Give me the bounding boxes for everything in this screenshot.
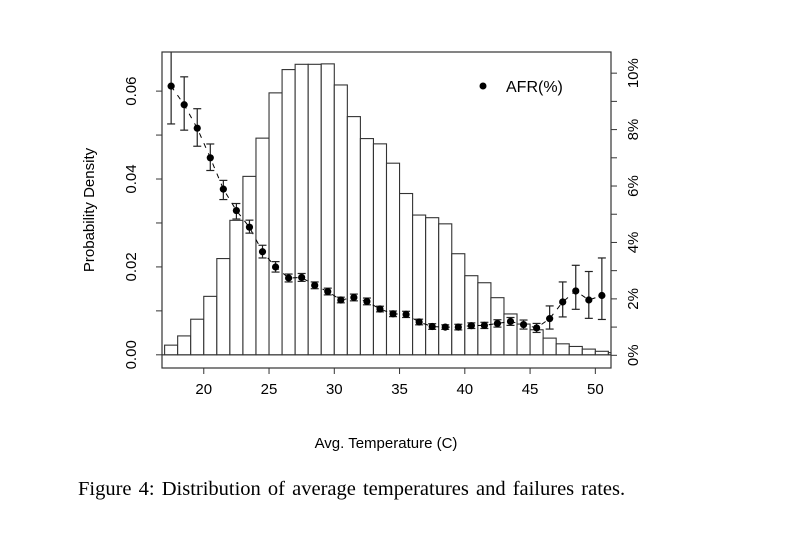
y2-tick-label: 0% — [625, 344, 642, 366]
histogram-bar — [581, 348, 596, 356]
histogram-bars — [162, 63, 612, 356]
afr-point — [441, 323, 449, 331]
y-tick-label: 0.00 — [123, 340, 140, 369]
afr-point — [271, 263, 280, 271]
afr-point — [258, 248, 267, 256]
afr-point — [572, 287, 580, 295]
x-tick-label: 45 — [522, 381, 539, 398]
afr-trend-line — [170, 85, 603, 329]
x-tick-label: 40 — [456, 381, 473, 398]
afr-point — [298, 273, 306, 282]
histogram-bar — [568, 345, 583, 356]
y-tick-label: 0.06 — [123, 77, 140, 106]
afr-point — [389, 310, 397, 318]
histogram-bar — [385, 162, 401, 356]
histogram-bar — [268, 92, 283, 356]
afr-point — [324, 287, 332, 296]
afr-point — [546, 315, 554, 323]
y-tick-label: 0.02 — [123, 252, 140, 281]
afr-series — [167, 52, 606, 334]
histogram-bar — [412, 214, 427, 356]
y2-tick-label: 6% — [625, 175, 642, 197]
histogram-bar — [190, 318, 205, 356]
histogram-bar — [438, 223, 453, 356]
x-axis-label: Avg. Temperature (C) — [315, 435, 458, 452]
histogram-bar — [281, 69, 296, 356]
y2-tick-label: 10% — [625, 58, 642, 88]
x-tick-label: 50 — [587, 381, 604, 398]
afr-point — [311, 281, 319, 289]
afr-point — [193, 124, 201, 132]
y2-tick-label: 2% — [625, 288, 642, 310]
histogram-bar — [307, 63, 322, 356]
histogram-bar — [164, 344, 179, 356]
afr-point — [559, 298, 567, 306]
afr-point — [180, 101, 188, 109]
afr-point — [519, 320, 528, 329]
afr-point — [285, 274, 293, 282]
histogram-bar — [320, 63, 335, 356]
afr-point — [533, 324, 541, 332]
histogram-bar — [594, 350, 609, 356]
afr-point — [454, 323, 462, 331]
afr-point — [585, 296, 593, 304]
y-axis-label: Probability Density — [81, 147, 98, 272]
afr-point — [350, 293, 358, 302]
histogram-bar — [529, 329, 544, 356]
histogram-bar — [346, 116, 361, 356]
histogram-bar — [477, 282, 492, 356]
afr-point — [493, 319, 502, 328]
afr-point — [467, 322, 475, 330]
afr-point — [363, 297, 371, 306]
legend-label: AFR(%) — [506, 79, 563, 96]
histogram-bar — [229, 219, 244, 356]
afr-point — [598, 291, 606, 300]
y2-tick-label: 8% — [625, 119, 642, 141]
histogram-bar — [542, 337, 557, 356]
plot-frame — [161, 51, 612, 369]
afr-point — [376, 305, 384, 313]
afr-point — [415, 318, 423, 326]
histogram-bar — [372, 143, 388, 356]
histogram-bar — [333, 84, 348, 356]
afr-point — [232, 206, 240, 215]
afr-point — [402, 310, 410, 318]
afr-point — [337, 296, 345, 304]
chart: 20 25 30 35 40 45 50 0.00 0.02 0.04 0.06 0% 2% 4% 6% 8%… — [81, 51, 642, 452]
axes: 20 25 30 35 40 45 50 0.00 0.02 0.04 0.06 0% 2% 4% 6% 8%… — [123, 58, 642, 398]
x-tick-label: 20 — [195, 381, 212, 398]
afr-point — [167, 82, 175, 90]
histogram-bar — [242, 175, 257, 356]
afr-point — [206, 154, 214, 162]
afr-point — [219, 185, 227, 193]
histogram-bar — [555, 343, 570, 356]
figure-caption: Figure 4: Distribution of average temper… — [78, 478, 626, 500]
histogram-bar — [425, 217, 440, 356]
histogram-bar — [399, 192, 414, 356]
afr-point — [506, 317, 515, 326]
afr-point — [480, 321, 488, 329]
histogram-bar — [203, 295, 218, 356]
x-tick-label: 30 — [326, 381, 343, 398]
histogram-bar — [177, 335, 192, 356]
histogram-bar — [216, 258, 231, 356]
x-tick-label: 25 — [261, 381, 278, 398]
afr-point — [245, 223, 254, 231]
legend-marker — [479, 82, 487, 90]
histogram-bar — [359, 138, 374, 356]
histogram-bar — [464, 275, 479, 356]
y2-tick-label: 4% — [625, 232, 642, 254]
histogram-bar — [451, 253, 466, 356]
y-tick-label: 0.04 — [123, 164, 140, 193]
afr-point — [428, 322, 436, 331]
x-tick-label: 35 — [391, 381, 408, 398]
histogram-bar — [294, 63, 309, 356]
